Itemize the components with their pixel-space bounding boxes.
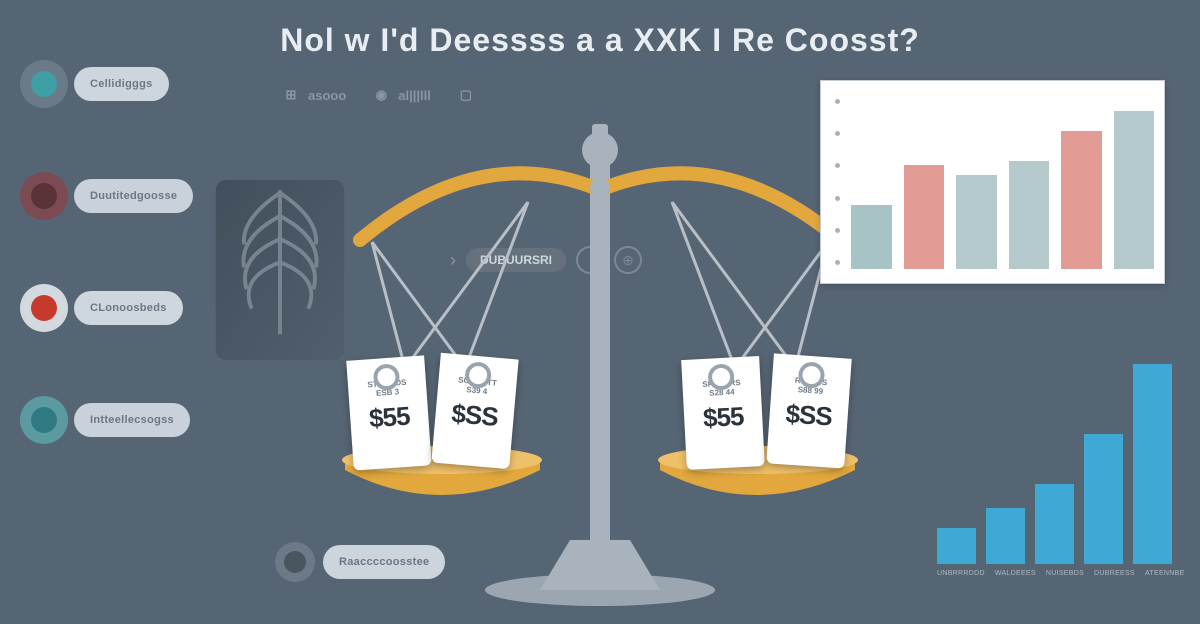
mini-chart: UNBRRRDDDWALDEEESNUISEBDSDUBREESSATEENNB… — [937, 364, 1172, 594]
mini-bar — [1035, 484, 1074, 564]
mini-labels: UNBRRRDDDWALDEEESNUISEBDSDUBREESSATEENNB… — [937, 570, 1172, 577]
chart-bar — [851, 205, 892, 269]
badge-icon — [20, 396, 68, 444]
badge-item-2: CLonoosbeds — [20, 284, 193, 332]
chart-bar — [904, 165, 945, 269]
price-tag-small: SCOOETTS39 4 — [457, 376, 497, 397]
chart-tick — [835, 260, 840, 265]
badge-label: CLonoosbeds — [74, 291, 183, 325]
chart-bar — [1061, 131, 1102, 269]
chart-bar — [1114, 111, 1155, 269]
top-pill-label: al|||lll — [398, 88, 431, 103]
top-pill-row: ⊞ asooo ◉ al|||lll ▢ — [280, 84, 477, 106]
top-pill-1: ◉ al|||lll — [370, 84, 431, 106]
grid-icon: ⊞ — [280, 84, 302, 106]
left-badge-column: Cellidigggs Duutitedgoosse CLonoosbeds I… — [20, 60, 193, 444]
mini-bar-label: NUISEBDS — [1046, 570, 1084, 577]
chart-tick — [835, 228, 840, 233]
chart-bars — [851, 101, 1154, 269]
mini-bar — [1133, 364, 1172, 564]
top-pill-0: ⊞ asooo — [280, 84, 346, 106]
circle-icon: ◉ — [370, 84, 392, 106]
badge-item-0: Cellidigggs — [20, 60, 193, 108]
top-pill-2: ▢ — [455, 84, 477, 106]
chart-tick — [835, 99, 840, 104]
badge-item-3: Intteellecsogss — [20, 396, 193, 444]
mini-bars — [937, 364, 1172, 564]
price-tag: STRGPOSESB 3$55 — [346, 355, 431, 470]
badge-label: Duutitedgoosse — [74, 179, 193, 213]
chart-panel — [820, 80, 1165, 284]
chart-bar — [1009, 161, 1050, 269]
mini-bar-label: WALDEEES — [995, 570, 1036, 577]
chart-bar — [956, 175, 997, 269]
badge-icon — [20, 172, 68, 220]
badge-icon — [20, 60, 68, 108]
price-tag-small: RSESSSS88 99 — [794, 377, 828, 397]
page-title: Nol w I'd Deessss a a XXK I Re Coosst? — [280, 22, 920, 59]
price-tag: RSESSSS88 99$SS — [766, 353, 851, 468]
price-tag-price: $SS — [450, 398, 499, 433]
badge-icon — [20, 284, 68, 332]
chart-y-ticks — [835, 99, 840, 265]
chart-tick — [835, 196, 840, 201]
price-tag: SPREERSS28 44$55 — [681, 356, 765, 470]
badge-label: Intteellecsogss — [74, 403, 190, 437]
chart-tick — [835, 163, 840, 168]
mini-bar — [986, 508, 1025, 564]
price-tag-price: $SS — [785, 398, 833, 432]
mini-bar — [1084, 434, 1123, 564]
price-tag-small: STRGPOSESB 3 — [367, 379, 407, 399]
price-tag-small: SPREERSS28 44 — [702, 379, 741, 399]
mini-bar-label: DUBREESS — [1094, 570, 1135, 577]
badge-label: Cellidigggs — [74, 67, 169, 101]
top-pill-label: asooo — [308, 88, 346, 103]
mini-bar-label: ATEENNBE — [1145, 570, 1185, 577]
price-tag: SCOOETTS39 4$SS — [431, 353, 518, 469]
price-tag-price: $55 — [702, 401, 744, 434]
mini-bar — [937, 528, 976, 564]
mini-bar-label: UNBRRRDDD — [937, 570, 985, 577]
price-tag-price: $55 — [368, 400, 410, 434]
badge-item-1: Duutitedgoosse — [20, 172, 193, 220]
square-icon: ▢ — [455, 84, 477, 106]
chart-tick — [835, 131, 840, 136]
